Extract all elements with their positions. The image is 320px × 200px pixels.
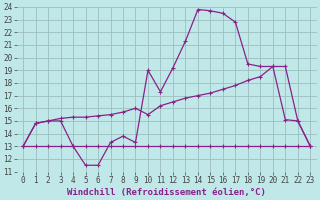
X-axis label: Windchill (Refroidissement éolien,°C): Windchill (Refroidissement éolien,°C) bbox=[67, 188, 266, 197]
